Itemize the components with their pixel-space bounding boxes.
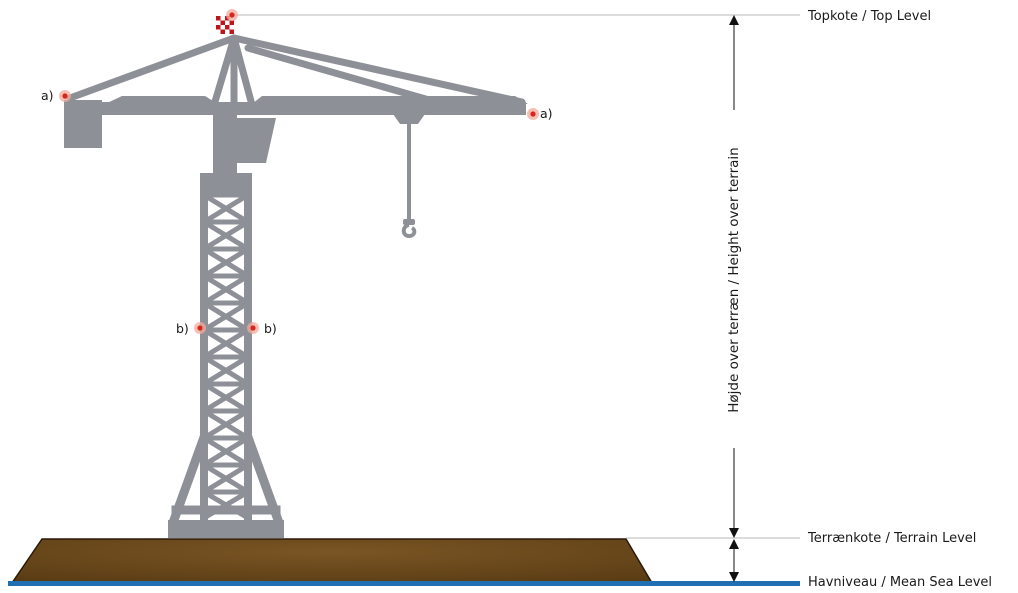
ground-slab [10, 538, 654, 584]
counter-jib-block [105, 96, 218, 104]
top-level-label: Topkote / Top Level [807, 9, 931, 24]
sea-level-line [8, 581, 800, 586]
crane-base-legs [168, 434, 284, 526]
red-light-icon [247, 322, 259, 334]
marker-mast-right: b) [264, 321, 277, 336]
height-over-terrain-label: Højde over terræn / Height over terrain [726, 147, 742, 413]
crane-base [168, 520, 284, 538]
trolley [393, 114, 425, 124]
mast-collar [200, 173, 252, 195]
red-light-icon [59, 90, 71, 102]
tower-head [210, 34, 256, 114]
hook [401, 219, 417, 239]
red-light-icon [527, 108, 539, 120]
red-light-icon [226, 9, 238, 21]
jib-block [252, 96, 528, 104]
marker-mast-left: b) [176, 321, 189, 336]
operator-cab [236, 118, 276, 163]
horizontal-boom [64, 102, 526, 115]
marker-jib-left: a) [41, 88, 54, 103]
hoist-cable [407, 122, 411, 222]
marker-jib-right: a) [540, 106, 553, 121]
pendant-ties [66, 34, 526, 106]
terrain-level-label: Terrænkote / Terrain Level [807, 531, 976, 546]
obstruction-lights [59, 9, 539, 334]
crane-mast [200, 192, 252, 522]
terrain-to-sea-dimension [729, 539, 739, 582]
counterweight [64, 100, 102, 148]
height-dimension [729, 15, 739, 538]
sea-level-label: Havniveau / Mean Sea Level [808, 575, 992, 589]
slewing-column [213, 108, 237, 178]
tower-crane [64, 34, 528, 538]
red-light-icon [194, 322, 206, 334]
